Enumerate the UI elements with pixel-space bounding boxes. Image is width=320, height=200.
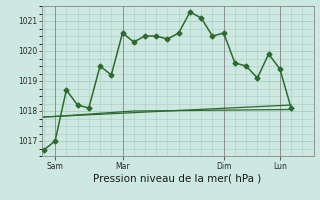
X-axis label: Pression niveau de la mer( hPa ): Pression niveau de la mer( hPa ) xyxy=(93,173,262,183)
